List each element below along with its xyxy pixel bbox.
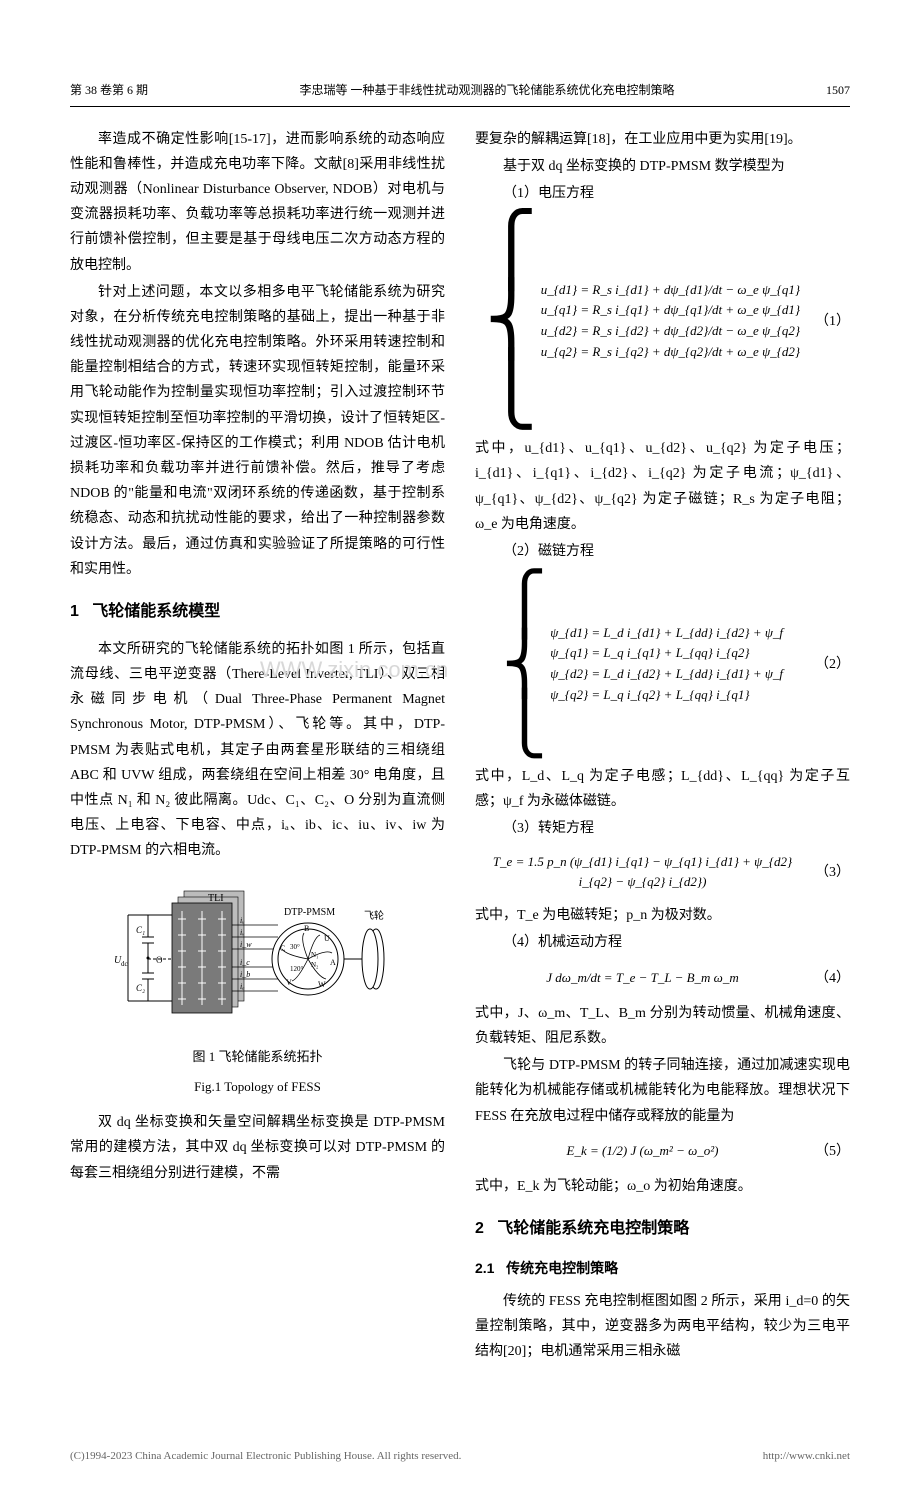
para-r3: 式中，u_{d1}、u_{q1}、u_{d2}、u_{q2} 为定子电压；i_{… bbox=[475, 436, 850, 537]
para-r7: 飞轮与 DTP-PMSM 的转子同轴连接，通过加减速实现电能转化为机械能存储或机… bbox=[475, 1053, 850, 1129]
volume-label: 第 38 卷第 6 期 bbox=[70, 80, 148, 102]
section-2-title: 飞轮储能系统充电控制策略 bbox=[497, 1220, 689, 1237]
para-r5: 式中，T_e 为电磁转矩；p_n 为极对数。 bbox=[475, 903, 850, 928]
running-title: 李忠瑞等 一种基于非线性扰动观测器的飞轮储能系统优化充电控制策略 bbox=[300, 80, 675, 102]
ang30-label: 30° bbox=[290, 943, 300, 951]
page-number: 1507 bbox=[826, 80, 850, 102]
W-label: W bbox=[318, 980, 326, 989]
C-label: C bbox=[280, 944, 285, 953]
equation-2: ⎧⎨⎩ ψ_{d1} = L_d i_{d1} + L_{dd} i_{d2} … bbox=[475, 574, 850, 754]
iv-label: iᵥ bbox=[240, 928, 244, 937]
section-1-heading: 1 飞轮储能系统模型 bbox=[70, 598, 445, 627]
ib-label: i_b bbox=[240, 970, 250, 979]
para-r2: 基于双 dq 坐标变换的 DTP-PMSM 数学模型为 bbox=[475, 154, 850, 179]
tli-label: TLI bbox=[208, 893, 224, 904]
item-r4: （4）机械运动方程 bbox=[475, 930, 850, 955]
sub21-num: 2.1 bbox=[475, 1260, 494, 1276]
A-label: A bbox=[330, 958, 336, 967]
eq1-line1: u_{d1} = R_s i_{d1} + dψ_{d1}/dt − ω_e ψ… bbox=[541, 280, 800, 301]
ic-label: i_c bbox=[240, 958, 250, 967]
eq1-line2: u_{q1} = R_s i_{q1} + dψ_{q1}/dt + ω_e ψ… bbox=[541, 300, 800, 321]
right-column: 要复杂的解耦运算[18]，在工业应用中更为实用[19]。 基于双 dq 坐标变换… bbox=[475, 127, 850, 1367]
left-column: 率造成不确定性影响[15-17]，进而影响系统的动态响应性能和鲁棒性，并造成充电… bbox=[70, 127, 445, 1367]
section-1-num: 1 bbox=[70, 603, 79, 620]
figure-1: TLI bbox=[70, 875, 445, 1098]
para-l4: 双 dq 坐标变换和矢量空间解耦坐标变换是 DTP-PMSM 常用的建模方法，其… bbox=[70, 1110, 445, 1186]
eq1-num: （1） bbox=[810, 309, 850, 334]
section-1-title: 飞轮储能系统模型 bbox=[92, 603, 220, 620]
V-label: V bbox=[286, 978, 292, 987]
para-r9: 传统的 FESS 充电控制框图如图 2 所示，采用 i_d=0 的矢量控制策略，… bbox=[475, 1289, 850, 1365]
fig1-caption-cn: 图 1 飞轮储能系统拓扑 bbox=[70, 1045, 445, 1068]
equation-3: T_e = 1.5 p_n (ψ_{d1} i_{q1} − ψ_{q1} i_… bbox=[475, 852, 850, 894]
para-r4: 式中，L_d、L_q 为定子电感；L_{dd}、L_{qq} 为定子互感；ψ_f… bbox=[475, 764, 850, 814]
fig1-caption-en: Fig.1 Topology of FESS bbox=[70, 1075, 445, 1098]
eq5-content: E_k = (1/2) J (ω_m² − ω_o²) bbox=[475, 1141, 810, 1162]
para-r6: 式中，J、ω_m、T_L、B_m 分别为转动惯量、机械角速度、负载转矩、阻尼系数… bbox=[475, 1001, 850, 1051]
eq1-line3: u_{d2} = R_s i_{d2} + dψ_{d2}/dt − ω_e ψ… bbox=[541, 321, 800, 342]
eq3-num: （3） bbox=[810, 860, 850, 885]
c2-label: C₂ bbox=[136, 983, 145, 993]
fess-topology-diagram: TLI bbox=[108, 875, 408, 1035]
item-r3: （3）转矩方程 bbox=[475, 816, 850, 841]
page-footer: (C)1994-2023 China Academic Journal Elec… bbox=[0, 1447, 920, 1486]
equation-5: E_k = (1/2) J (ω_m² − ω_o²) （5） bbox=[475, 1139, 850, 1164]
c1-label: C₁ bbox=[136, 925, 145, 935]
eq4-num: （4） bbox=[810, 966, 850, 991]
B-label: B bbox=[304, 924, 309, 933]
footer-right: http://www.cnki.net bbox=[763, 1447, 850, 1467]
flywheel-label: 飞轮 bbox=[364, 909, 384, 922]
ia-label: iₐ bbox=[240, 982, 245, 991]
para-r1: 要复杂的解耦运算[18]，在工业应用中更为实用[19]。 bbox=[475, 127, 850, 152]
item-r2: （2）磁链方程 bbox=[475, 539, 850, 564]
eq2-line3: ψ_{d2} = L_d i_{d2} + L_{dd} i_{d1} + ψ_… bbox=[550, 664, 783, 685]
eq2-num: （2） bbox=[810, 652, 850, 677]
eq5-num: （5） bbox=[810, 1139, 850, 1164]
item-r1: （1）电压方程 bbox=[475, 181, 850, 206]
dtp-label: DTP-PMSM bbox=[284, 907, 335, 918]
eq3-content: T_e = 1.5 p_n (ψ_{d1} i_{q1} − ψ_{q1} i_… bbox=[475, 852, 810, 894]
page-header: 第 38 卷第 6 期 李忠瑞等 一种基于非线性扰动观测器的飞轮储能系统优化充电… bbox=[70, 80, 850, 107]
eq4-content: J dω_m/dt = T_e − T_L − B_m ω_m bbox=[475, 968, 810, 989]
footer-left: (C)1994-2023 China Academic Journal Elec… bbox=[70, 1447, 461, 1467]
eq1-line4: u_{q2} = R_s i_{q2} + dψ_{q2}/dt + ω_e ψ… bbox=[541, 342, 800, 363]
iw-label: i_w bbox=[240, 940, 252, 949]
svg-text:dc: dc bbox=[121, 960, 128, 968]
ang120-label: 120° bbox=[290, 965, 304, 973]
para-l1: 率造成不确定性影响[15-17]，进而影响系统的动态响应性能和鲁棒性，并造成充电… bbox=[70, 127, 445, 278]
subsection-21-heading: 2.1 传统充电控制策略 bbox=[475, 1256, 850, 1281]
iu-label: iᵤ bbox=[240, 916, 245, 925]
equation-1: ⎧⎨⎩ u_{d1} = R_s i_{d1} + dψ_{d1}/dt − ω… bbox=[475, 216, 850, 426]
eq2-line2: ψ_{q1} = L_q i_{q1} + L_{qq} i_{q2} bbox=[550, 643, 783, 664]
sub21-title: 传统充电控制策略 bbox=[506, 1260, 618, 1276]
U-label: U bbox=[324, 934, 330, 943]
eq2-line4: ψ_{q2} = L_q i_{q2} + L_{qq} i_{q1} bbox=[550, 685, 783, 706]
N1-label: N₁ bbox=[311, 951, 319, 959]
o-label: O bbox=[156, 955, 163, 965]
N2-label: N₂ bbox=[311, 961, 319, 969]
para-l2: 针对上述问题，本文以多相多电平飞轮储能系统为研究对象，在分析传统充电控制策略的基… bbox=[70, 280, 445, 582]
para-r8: 式中，E_k 为飞轮动能；ω_o 为初始角速度。 bbox=[475, 1174, 850, 1199]
eq2-line1: ψ_{d1} = L_d i_{d1} + L_{dd} i_{d2} + ψ_… bbox=[550, 623, 783, 644]
para-l3: 本文所研究的飞轮储能系统的拓扑如图 1 所示，包括直流母线、三电平逆变器（The… bbox=[70, 637, 445, 864]
section-2-heading: 2 飞轮储能系统充电控制策略 bbox=[475, 1215, 850, 1244]
section-2-num: 2 bbox=[475, 1220, 484, 1237]
equation-4: J dω_m/dt = T_e − T_L − B_m ω_m （4） bbox=[475, 966, 850, 991]
